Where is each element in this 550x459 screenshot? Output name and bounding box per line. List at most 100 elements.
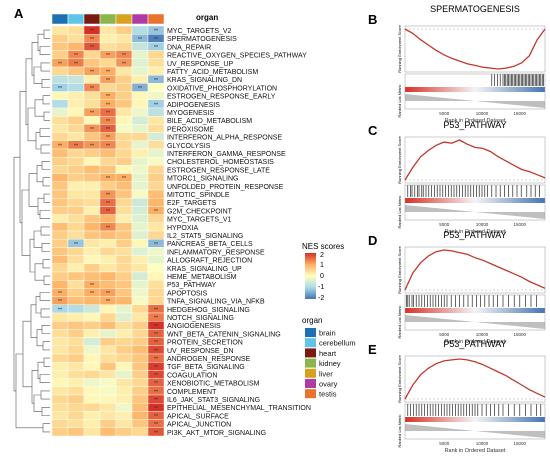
heatmap-cell: [115, 74, 133, 84]
heatmap-cell: [51, 132, 69, 142]
heatmap-cell: [115, 230, 133, 240]
dendrogram-branch: [41, 407, 50, 416]
row-label: INTERFERON_ALPHA_RESPONSE: [167, 135, 282, 142]
organ-legend-swatch-testis: [305, 389, 316, 399]
row-label: GLYCOLYSIS: [167, 143, 211, 150]
heatmap-cell: [51, 255, 69, 265]
heatmap-cell: [51, 99, 69, 109]
rank-color-strip: [405, 87, 545, 92]
heatmap-cell: [131, 214, 149, 224]
panel-label: D: [368, 233, 377, 248]
heatmap-cell: [83, 370, 101, 379]
heatmap-cell: [99, 329, 117, 338]
heatmap-cell: [115, 156, 133, 166]
heatmap-cell: [83, 214, 101, 224]
es-ylabel: Running Enrichment Score: [397, 354, 402, 403]
x-axis-label: Rank in Ordered Dataset: [445, 229, 506, 235]
organ-bar-kidney: [99, 13, 117, 25]
heatmap-cell: [147, 427, 165, 437]
heatmap-cell: [115, 345, 133, 355]
dendrogram-branch: [22, 320, 32, 388]
heatmap-cell: [115, 329, 133, 338]
dendrogram-branch: [40, 226, 50, 236]
heatmap-cell: [115, 362, 133, 371]
x-tick-label: 10000: [476, 441, 489, 446]
heatmap-cell: [99, 247, 117, 256]
heatmap-cell: [99, 34, 117, 43]
heatmap-cell: [83, 411, 101, 420]
heatmap-cell: [51, 238, 69, 248]
heatmap-cell: [51, 345, 69, 355]
heatmap-cell: [115, 132, 133, 142]
heatmap-cell: [99, 427, 117, 437]
dendrogram-branch: [42, 177, 50, 187]
row-label: MYC_TARGETS_V2: [167, 28, 232, 35]
significance-mark: **: [106, 102, 111, 108]
heatmap-cell: [67, 386, 85, 396]
nes-tick: 0: [320, 273, 324, 280]
nes-legend: NES scores 2 1 0 -1 -2: [302, 242, 344, 302]
heatmap-cell: [83, 378, 101, 388]
heatmap-cell: [67, 66, 85, 76]
heatmap-cell: [115, 419, 133, 429]
heatmap-cell: [131, 238, 149, 248]
heatmap-cell: [131, 230, 149, 240]
dendrogram-branch: [37, 361, 44, 379]
x-tick-label: 5000: [439, 441, 450, 446]
heatmap-cell: [99, 263, 117, 273]
x-axis-label: Rank in Ordered Dataset: [445, 118, 506, 124]
heatmap-cell: [131, 345, 149, 355]
ranked-metric-area: [405, 205, 545, 219]
significance-mark: **: [138, 37, 143, 43]
es-ylabel: Running Enrichment Score: [397, 24, 402, 73]
heatmap-cell: [131, 189, 149, 199]
es-plot-frame: [404, 246, 546, 294]
heatmap-cell: [131, 165, 149, 174]
heatmap-cell: [67, 419, 85, 429]
dendrogram-branch: [19, 91, 26, 224]
heatmap-cell: [115, 148, 133, 158]
heatmap-cell: [67, 403, 85, 412]
es-ylabel: Running Enrichment Score: [397, 245, 402, 294]
heatmap-cell: [99, 58, 117, 68]
heatmap-cell: [83, 132, 101, 142]
rank-color-strip: [405, 308, 545, 313]
x-axis-label: Rank in Ordered Dataset: [445, 448, 506, 454]
heatmap-cell: [99, 156, 117, 166]
organ-legend-label: kidney: [319, 359, 341, 368]
heatmap-cell: [83, 91, 101, 100]
heatmap-cell: [147, 263, 165, 273]
heatmap-cell: [83, 148, 101, 158]
row-label: TNFA_SIGNALING_VIA_NFKB: [167, 299, 265, 306]
significance-mark: **: [106, 53, 111, 59]
row-label: KRAS_SIGNALING_UP: [167, 266, 242, 273]
heatmap-cell: [115, 304, 133, 314]
organ-legend-swatch-ovary: [305, 379, 316, 388]
heatmap-cell: [115, 189, 133, 199]
dendrogram-branch: [15, 353, 43, 429]
heatmap-cell: [115, 165, 133, 174]
heatmap-cell: [131, 362, 149, 371]
nes-tick: 1: [320, 262, 324, 269]
heatmap-cell: [115, 83, 133, 92]
heatmap-cell: [99, 337, 117, 347]
heatmap-cell: [99, 255, 117, 265]
heatmap-cell: [131, 296, 149, 306]
heatmap-cell: [99, 312, 117, 322]
significance-mark: **: [106, 94, 111, 100]
heatmap-cell: [83, 271, 101, 281]
heatmap-cell: [131, 329, 149, 338]
heatmap-cell: [67, 304, 85, 314]
x-tick-label: 5000: [439, 332, 450, 337]
heatmap-cell: [51, 337, 69, 347]
heatmap-cell: [115, 403, 133, 412]
heatmap-cell: [67, 280, 85, 289]
organ-bar-cerebellum: [67, 13, 85, 25]
heatmap-cell: [115, 140, 133, 150]
heatmap-cells: ** ** ** ** ** ** ** ** ** ** ** ** ** ** ** ** ** ** ** **…: [51, 25, 165, 437]
metric-ylabel: Ranked List Metric: [397, 414, 402, 447]
heatmap-cell: [99, 148, 117, 158]
heatmap-cell: [131, 197, 149, 207]
significance-mark: **: [154, 357, 159, 363]
